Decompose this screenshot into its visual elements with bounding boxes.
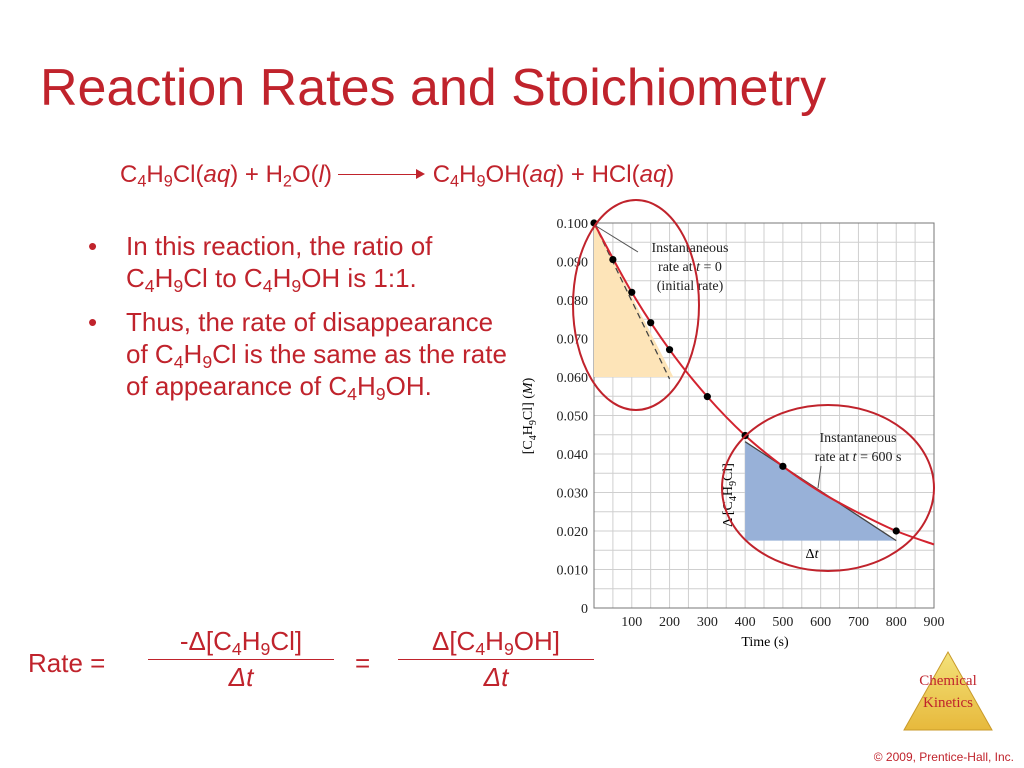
y-tick-label: 0.030 (557, 487, 589, 502)
slide-title: Reaction Rates and Stoichiometry (40, 59, 827, 117)
y-tick-label: 0.060 (557, 371, 589, 386)
y-tick-label: 0 (581, 602, 588, 617)
decay-curve (593, 222, 935, 546)
x-tick-label: 100 (621, 615, 642, 630)
chemical-kinetics-logo: Chemical Kinetics (903, 650, 993, 731)
bullet-item: Thus, the rate of disappearance of C4H9C… (88, 306, 508, 403)
data-point (892, 527, 900, 535)
x-tick-label: 200 (659, 615, 680, 630)
svg-text:Kinetics: Kinetics (923, 695, 973, 711)
annotation-600s-rate: Instantaneous rate at t = 600 s (815, 431, 902, 489)
y-tick-label: 0.100 (557, 217, 589, 232)
x-tick-label: 500 (772, 615, 793, 630)
x-tick-label: 400 (735, 615, 756, 630)
x-tick-label: 800 (886, 615, 907, 630)
x-axis-label: Time (s) (741, 635, 789, 650)
svg-text:rate at t = 0: rate at t = 0 (658, 260, 722, 275)
data-point (609, 255, 617, 264)
rate-fraction-product: Δ[C4H9OH] Δt (398, 626, 594, 693)
x-tick-label: 700 (848, 615, 869, 630)
y-tick-label: 0.040 (557, 448, 589, 463)
y-tick-label: 0.020 (557, 525, 589, 540)
delta-t-label: Δt (806, 547, 820, 562)
bullet-list: In this reaction, the ratio of C4H9Cl to… (88, 230, 508, 414)
data-point (628, 288, 636, 296)
data-point (703, 393, 711, 401)
x-tick-labels: 100 200 300 400 500 600 700 800 900 (621, 615, 944, 630)
svg-text:Chemical: Chemical (919, 673, 976, 689)
bullet-item: In this reaction, the ratio of C4H9Cl to… (88, 230, 508, 295)
rate-label: Rate = (28, 648, 106, 678)
x-tick-label: 300 (697, 615, 718, 630)
grid-lines (593, 222, 935, 609)
y-tick-label: 0.010 (557, 564, 589, 579)
y-tick-label: 0.090 (557, 256, 589, 271)
x-tick-label: 900 (924, 615, 945, 630)
highlight-ellipse-600s (721, 404, 935, 572)
x-tick-label: 600 (810, 615, 831, 630)
reaction-equation: C4H9Cl(aq) + H2O(l) C4H9OH(aq) + HCl(aq) (120, 161, 675, 191)
svg-text:rate at t = 600 s: rate at t = 600 s (815, 450, 902, 465)
rate-fraction-reactant: -Δ[C4H9Cl] Δt (148, 626, 334, 693)
y-tick-labels: 00.0100.0200.0300.0400.0500.0600.0700.08… (557, 217, 589, 617)
data-point (647, 319, 655, 327)
y-tick-label: 0.070 (557, 333, 589, 348)
svg-text:(initial rate): (initial rate) (657, 279, 724, 294)
reaction-arrow-icon (338, 169, 426, 179)
tangent-line (593, 222, 671, 380)
data-point (665, 346, 674, 354)
data-point (779, 462, 787, 470)
svg-text:Instantaneous: Instantaneous (820, 431, 897, 446)
y-tick-label: 0.050 (557, 410, 589, 425)
equals-sign: = (355, 648, 371, 678)
highlight-ellipse-initial (572, 199, 700, 411)
plot-frame (593, 222, 935, 609)
y-axis-label: [C4H9Cl] (M) (521, 377, 539, 454)
copyright-text: © 2009, Prentice-Hall, Inc. (873, 750, 1014, 764)
